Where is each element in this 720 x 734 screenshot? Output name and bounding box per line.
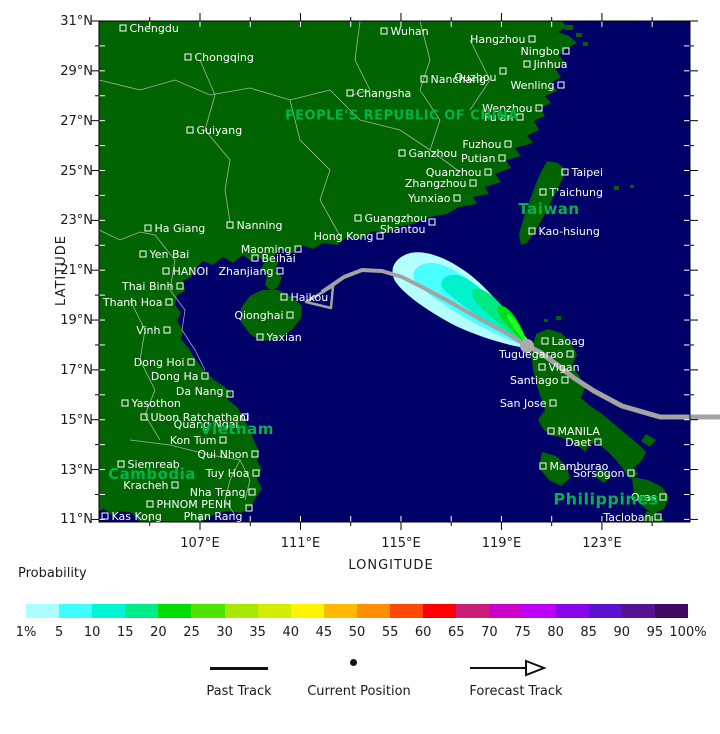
taiwan-island xyxy=(519,161,566,245)
catanduanes-island xyxy=(641,434,656,447)
forecast-track-legend-label: Forecast Track xyxy=(469,684,563,699)
colorbar-segment xyxy=(621,604,655,618)
probability-cone xyxy=(392,252,533,349)
colorbar-segment xyxy=(290,604,324,618)
hainan-island xyxy=(241,290,302,341)
forecast-track-legend-symbol xyxy=(470,659,547,677)
colorbar-segment xyxy=(522,604,556,618)
colorbar-title: Probability xyxy=(18,566,87,581)
colorbar-segment xyxy=(356,604,391,618)
past-track-line xyxy=(526,343,720,420)
colorbar-segment xyxy=(92,604,126,618)
leyte-island xyxy=(643,511,665,522)
cone-core xyxy=(506,314,526,343)
map-frame xyxy=(98,20,691,523)
colorbar-segment xyxy=(323,604,357,618)
current-position-legend-symbol xyxy=(350,659,357,666)
admin-borders xyxy=(98,20,491,516)
past-track-legend-symbol xyxy=(210,667,268,670)
past-track-legend-label: Past Track xyxy=(206,684,272,699)
forecast-arrowhead xyxy=(304,284,335,310)
mindoro-island xyxy=(539,452,570,486)
masbate-island xyxy=(594,468,612,483)
colorbar-segment xyxy=(257,604,291,618)
latitude-axis-title: LATITUDE xyxy=(53,235,69,306)
colorbar-segment xyxy=(191,604,225,618)
probability-colorbar xyxy=(26,604,688,618)
colorbar-segment xyxy=(489,604,523,618)
colorbar-segment xyxy=(158,604,192,618)
colorbar-segment xyxy=(588,604,622,618)
colorbar-segment xyxy=(456,604,490,618)
colorbar-segment xyxy=(125,604,159,618)
colorbar-segment xyxy=(654,604,688,618)
current-position-legend-label: Current Position xyxy=(307,684,411,699)
colorbar-segment xyxy=(26,604,60,618)
samar-island xyxy=(632,477,669,514)
colorbar-segment xyxy=(390,604,424,618)
colorbar-segment xyxy=(224,604,258,618)
colorbar-segment xyxy=(423,604,457,618)
current-position-marker xyxy=(520,339,534,353)
forecast-track-line xyxy=(320,268,530,348)
colorbar-segment xyxy=(59,604,93,618)
longitude-axis-title: LONGITUDE xyxy=(348,558,434,573)
colorbar-segment xyxy=(555,604,589,618)
